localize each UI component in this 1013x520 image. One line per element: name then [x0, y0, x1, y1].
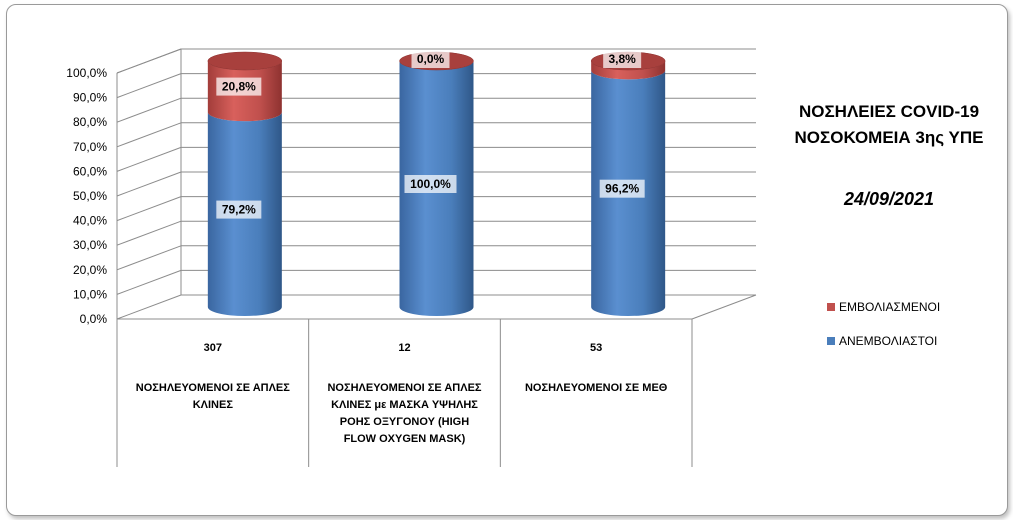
gridline-side — [116, 294, 182, 320]
gridline-side — [116, 196, 182, 222]
gridline-side — [116, 269, 182, 295]
category-label: ΝΟΣΗΛΕΥΟΜΕΝΟΙ ΣΕ ΑΠΛΕΣ — [136, 382, 290, 394]
data-label-vaccinated-bg — [216, 77, 262, 96]
category-label: ΝΟΣΗΛΕΥΟΜΕΝΟΙ ΣΕ ΑΠΛΕΣ — [327, 382, 481, 394]
y-tick-label: 70,0% — [73, 140, 107, 154]
data-label-unvaccinated-bg — [404, 175, 457, 193]
gridline-side — [116, 220, 182, 246]
y-tick-label: 20,0% — [73, 263, 107, 277]
title-line-1: ΝΟΣΗΛΕΙΕΣ COVID-19 — [798, 102, 980, 121]
chart-plot: 0,0% 10,0% 20,0% 30,0% 40,0% 50,0% 60,0% 70,0% 8… — [66, 48, 757, 467]
category-total: 53 — [590, 342, 602, 354]
legend-label-unvaccinated: ΑΝΕΜΒΟΛΙΑΣΤΟΙ — [839, 334, 938, 348]
legend-item-vaccinated: ΕΜΒΟΛΙΑΣΜΕΝΟΙ — [827, 297, 940, 317]
data-label-unvaccinated: 96,2% — [605, 182, 639, 196]
data-label-vaccinated-bg — [411, 50, 450, 68]
category-label: ΡΟΗΣ ΟΞΥΓΟΝΟΥ (HIGH — [340, 416, 469, 428]
y-tick-label: 90,0% — [73, 91, 107, 105]
floor-right — [691, 294, 757, 320]
category-label: ΚΛΙΝΕΣ με ΜΑΣΚΑ ΥΨΗΛΗΣ — [331, 399, 478, 411]
category-label: ΝΟΣΗΛΕΥΟΜΕΝΟΙ ΣΕ ΜΕΘ — [525, 382, 668, 394]
data-label-vaccinated: 20,8% — [222, 80, 256, 94]
legend-item-unvaccinated: ΑΝΕΜΒΟΛΙΑΣΤΟΙ — [827, 331, 940, 351]
category-total: 12 — [398, 342, 410, 354]
gridline-side — [116, 146, 182, 172]
y-tick-label: 40,0% — [73, 214, 107, 228]
y-tick-label: 0,0% — [80, 312, 108, 326]
data-label-vaccinated-bg — [603, 50, 642, 68]
title-line-2: ΝΟΣΟΚΟΜΕΙΑ 3ης ΥΠΕ — [794, 128, 984, 147]
y-tick-label: 50,0% — [73, 189, 107, 203]
bar-top-cap — [207, 51, 283, 71]
y-tick-label: 30,0% — [73, 238, 107, 252]
y-tick-label: 60,0% — [73, 164, 107, 178]
gridline-side — [116, 97, 182, 123]
category-label: FLOW OXYGEN MASK) — [344, 433, 466, 445]
chart-title: ΝΟΣΗΛΕΙΕΣ COVID-19 ΝΟΣΟΚΟΜΕΙΑ 3ης ΥΠΕ 24… — [759, 99, 1007, 210]
top-edge — [116, 48, 182, 74]
category-total: 307 — [204, 342, 222, 354]
legend-swatch-vaccinated — [827, 303, 835, 311]
data-label-unvaccinated: 79,2% — [222, 203, 256, 217]
category-label: ΚΛΙΝΕΣ — [193, 399, 234, 411]
gridline-side — [116, 73, 182, 99]
y-tick-label: 10,0% — [73, 287, 107, 301]
gridline-side — [116, 122, 182, 148]
legend-label-vaccinated: ΕΜΒΟΛΙΑΣΜΕΝΟΙ — [839, 300, 941, 314]
data-label-vaccinated: 3,8% — [608, 52, 636, 66]
data-label-unvaccinated-bg — [599, 179, 645, 198]
chart-frame: 0,0% 10,0% 20,0% 30,0% 40,0% 50,0% 60,0% 70,0% 8… — [6, 4, 1008, 516]
chart-date: 24/09/2021 — [843, 189, 935, 209]
gridline-side — [116, 245, 182, 271]
legend-swatch-unvaccinated — [827, 337, 835, 345]
legend: ΕΜΒΟΛΙΑΣΜΕΝΟΙ ΑΝΕΜΒΟΛΙΑΣΤΟΙ — [827, 297, 940, 365]
y-tick-label: 100,0% — [66, 66, 107, 80]
data-label-vaccinated: 0,0% — [417, 52, 445, 66]
y-tick-label: 80,0% — [73, 115, 107, 129]
data-label-unvaccinated: 100,0% — [410, 177, 451, 191]
gridline-side — [116, 171, 182, 197]
data-label-unvaccinated-bg — [216, 200, 262, 219]
